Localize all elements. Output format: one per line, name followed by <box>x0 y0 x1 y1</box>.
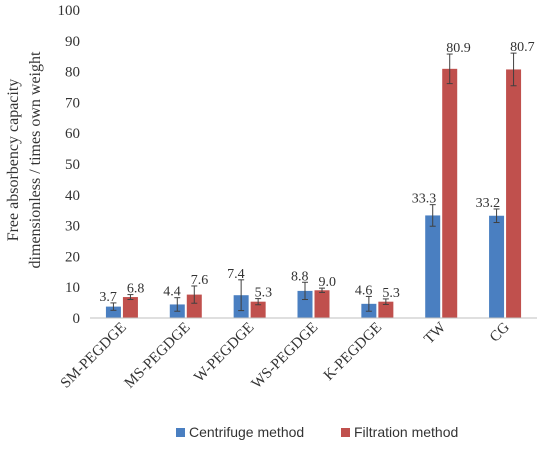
bar <box>122 297 138 318</box>
bar <box>378 301 394 318</box>
legend-swatch-centrifuge <box>176 428 185 437</box>
data-label: 6.8 <box>127 282 145 297</box>
y-tick-label: 0 <box>73 311 81 327</box>
data-label: 4.6 <box>355 283 373 298</box>
y-axis-label-line1: Free absorbency capacity <box>5 79 22 242</box>
y-axis-ticks: 0 10 20 30 40 50 60 70 80 90 100 <box>58 3 81 327</box>
bar <box>105 306 121 318</box>
y-tick-label: 20 <box>65 249 80 265</box>
legend: Centrifuge method Filtration method <box>176 424 458 440</box>
legend-swatch-filtration <box>341 428 350 437</box>
category-label: CG <box>487 319 513 345</box>
data-label: 3.7 <box>99 290 117 305</box>
category-label: SM-PEGDGE <box>58 320 130 392</box>
bar <box>250 301 266 318</box>
error-bars <box>110 52 517 312</box>
data-label: 33.3 <box>412 192 437 207</box>
data-label: 7.4 <box>227 267 245 282</box>
y-tick-label: 70 <box>65 95 80 111</box>
category-label: W-PEGDGE <box>191 320 257 386</box>
y-tick-label: 90 <box>65 34 80 50</box>
data-label: 80.9 <box>446 41 471 56</box>
data-label: 9.0 <box>319 275 337 290</box>
data-label: 5.3 <box>255 286 273 301</box>
y-tick-label: 80 <box>65 65 80 81</box>
y-tick-label: 100 <box>58 3 81 19</box>
data-label: 80.7 <box>510 40 534 55</box>
y-tick-label: 50 <box>65 157 80 173</box>
y-tick-label: 40 <box>65 188 80 204</box>
bar <box>425 215 441 318</box>
category-label: K-PEGDGE <box>321 320 385 384</box>
data-label: 5.3 <box>382 286 400 301</box>
bar <box>489 215 505 318</box>
category-label: TW <box>421 319 449 347</box>
bar <box>506 69 522 318</box>
legend-label-filtration: Filtration method <box>354 424 458 440</box>
y-tick-label: 30 <box>65 219 80 235</box>
bars <box>105 68 522 318</box>
data-label: 8.8 <box>291 269 309 284</box>
bar <box>314 290 330 318</box>
bar <box>186 294 202 318</box>
data-label: 7.6 <box>191 273 209 288</box>
y-tick-label: 10 <box>65 280 80 296</box>
category-label: MS-PEGDGE <box>122 320 194 392</box>
y-axis-label: Free absorbency capacity dimensionless /… <box>5 51 44 268</box>
data-label: 4.4 <box>163 285 181 300</box>
y-axis-label-line2: dimensionless / times own weight <box>27 51 44 268</box>
legend-label-centrifuge: Centrifuge method <box>189 424 304 440</box>
category-label: WS-PEGDGE <box>249 320 322 393</box>
y-tick-label: 60 <box>65 126 80 142</box>
bar <box>442 68 458 318</box>
data-labels: 3.7 6.8 4.4 7.6 7.4 5.3 8.8 9.0 4.6 5.3 33.3 80.9 33… <box>99 40 534 305</box>
data-label: 33.2 <box>476 196 501 211</box>
bar <box>297 290 313 318</box>
